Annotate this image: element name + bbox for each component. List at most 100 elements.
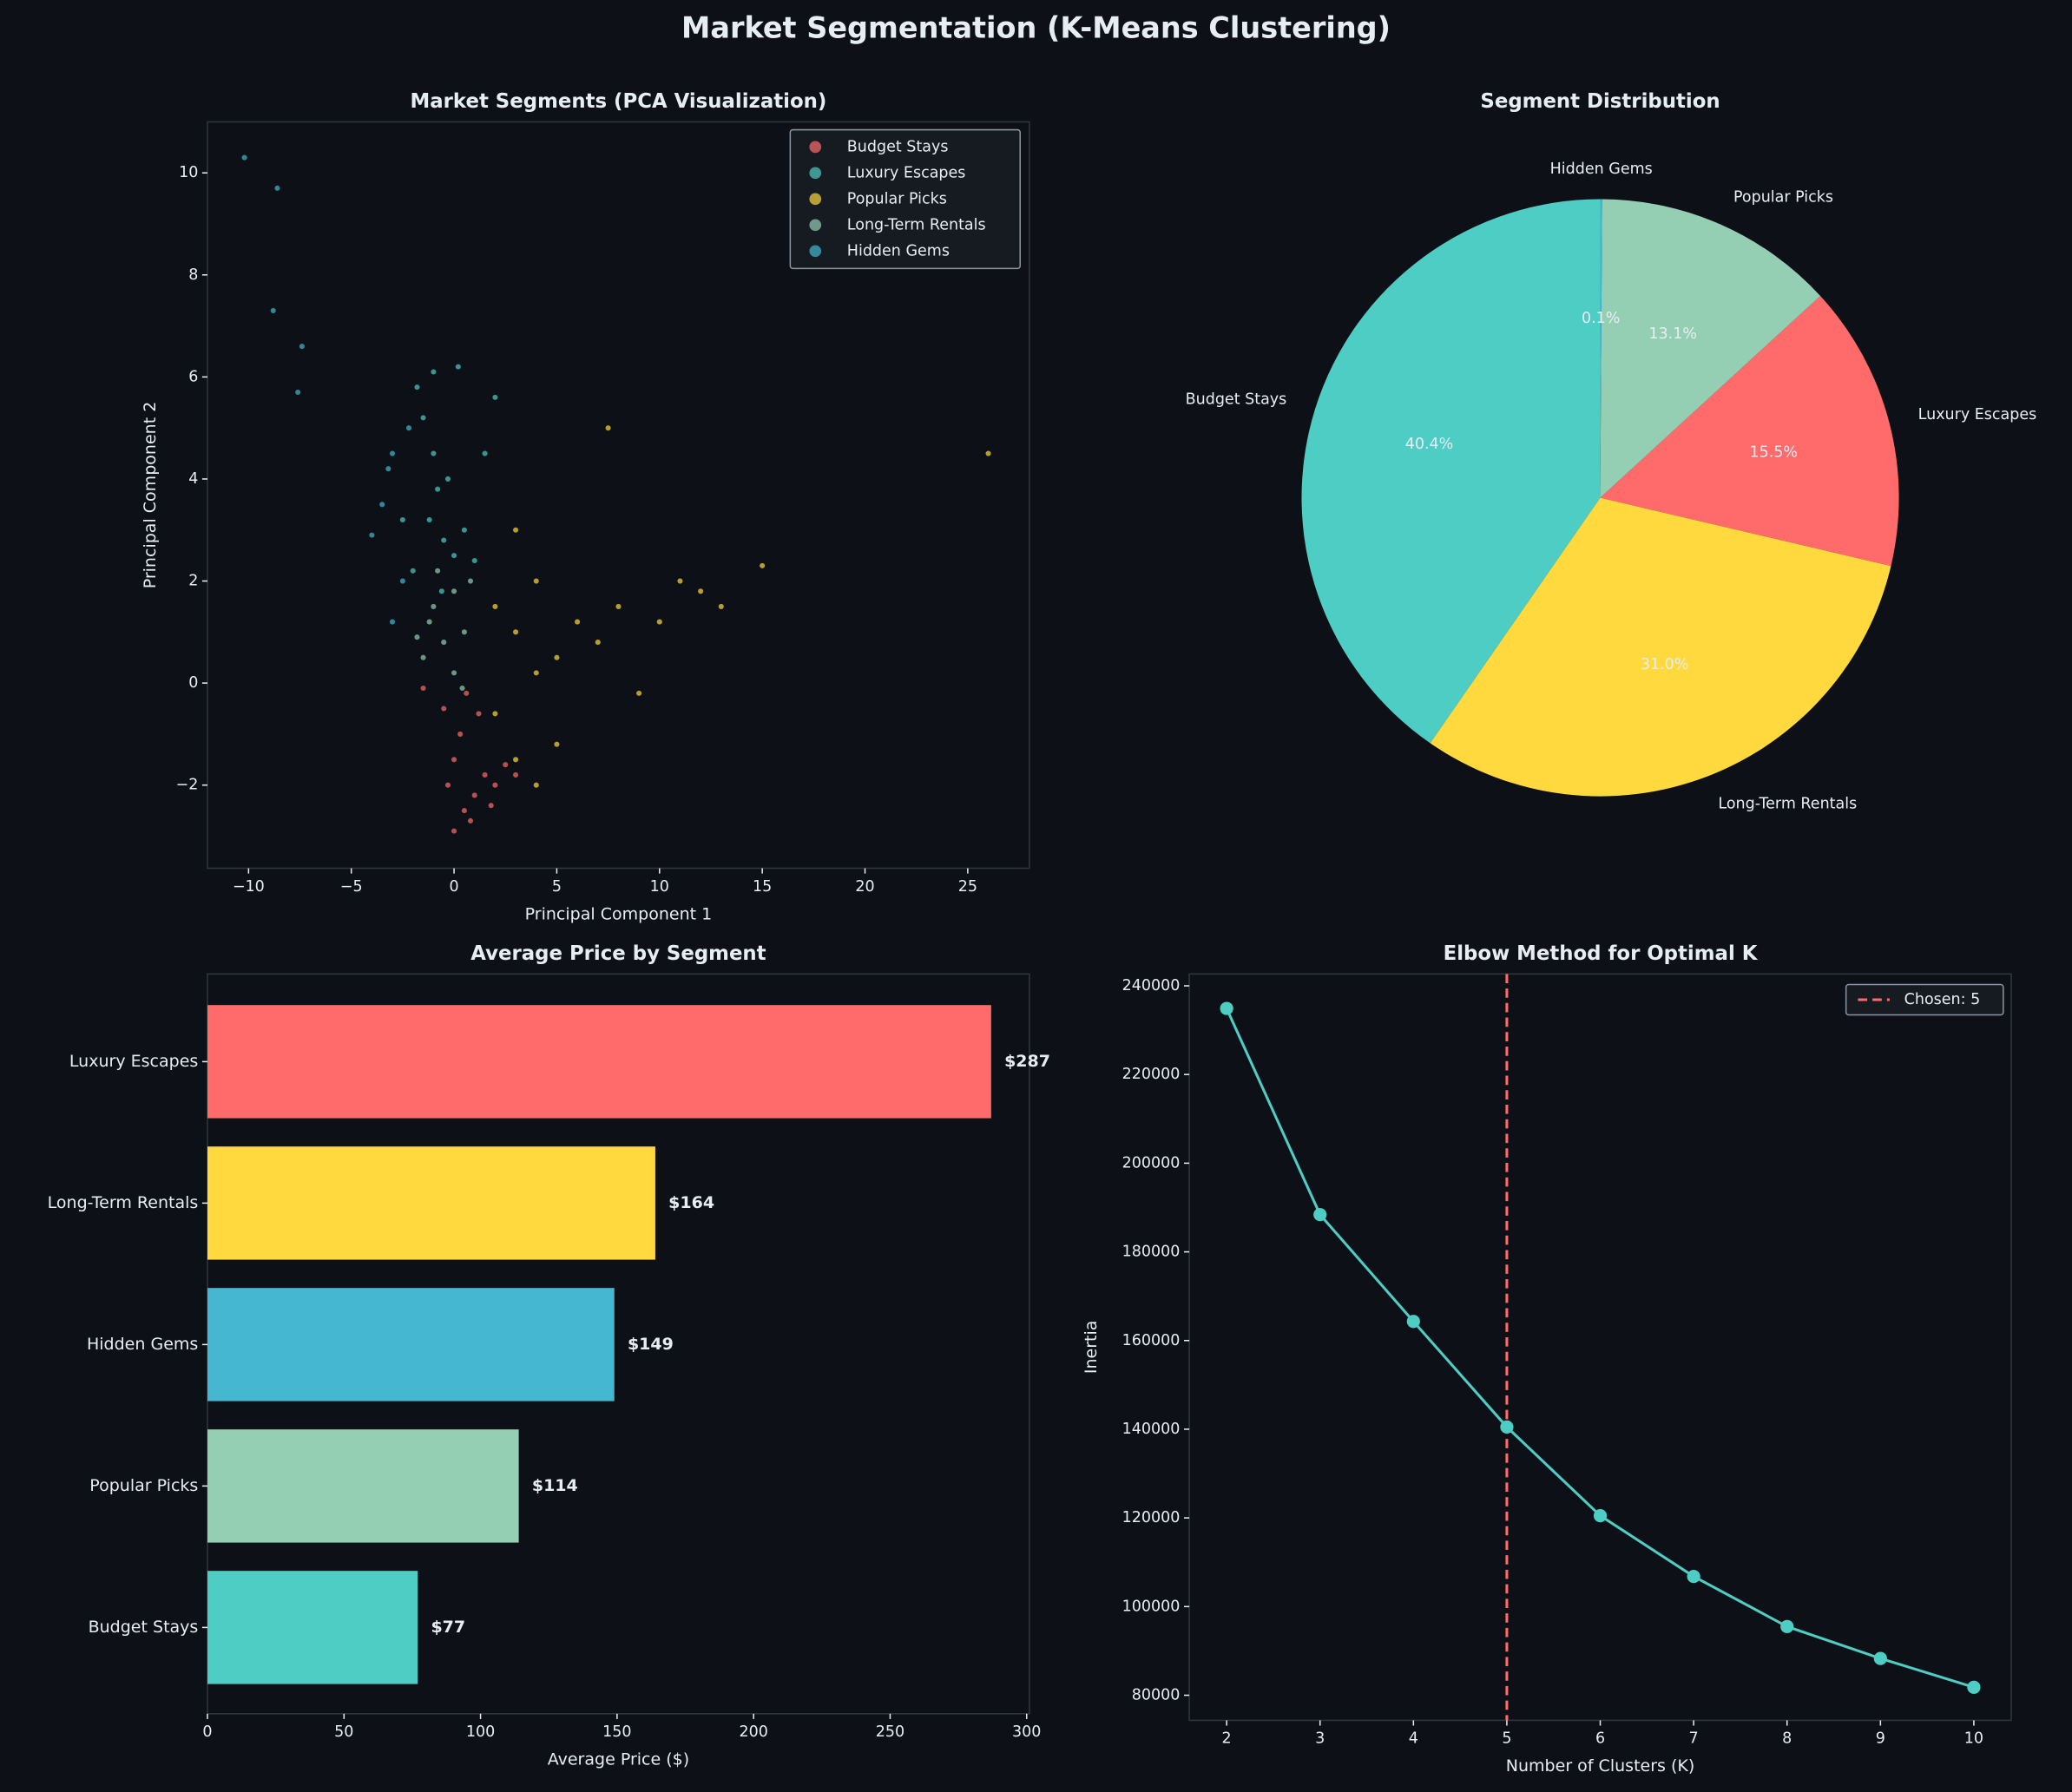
bar: [207, 1571, 418, 1684]
bar-value-label: $287: [1004, 1052, 1050, 1071]
point: [435, 568, 441, 574]
point: [410, 568, 416, 574]
bar-value-label: $77: [431, 1618, 465, 1637]
point: [461, 808, 467, 814]
y-axis-label: Inertia: [1082, 1321, 1101, 1375]
x-tick-label: −5: [340, 878, 363, 896]
point: [390, 619, 396, 625]
point: [420, 685, 426, 692]
point: [457, 731, 464, 737]
point: [533, 782, 539, 788]
point: [295, 389, 301, 396]
x-tick-label: 6: [1595, 1730, 1605, 1748]
x-axis-label: Average Price ($): [548, 1750, 689, 1769]
y-tick-label: 160000: [1122, 1332, 1181, 1349]
x-tick-label: 15: [753, 878, 772, 896]
line-point: [1873, 1651, 1887, 1665]
pie-value-label: 40.4%: [1405, 436, 1454, 453]
point: [431, 450, 437, 456]
y-tick-label: 120000: [1122, 1509, 1181, 1526]
point: [533, 578, 539, 584]
x-tick-label: 5: [1502, 1730, 1511, 1748]
point: [513, 527, 519, 533]
point: [274, 185, 280, 191]
point: [399, 516, 405, 523]
legend-label: Luxury Escapes: [847, 164, 966, 181]
y-tick-label: 8: [188, 266, 198, 284]
point: [431, 369, 437, 375]
point: [405, 425, 412, 431]
x-tick-label: 150: [602, 1723, 631, 1741]
point: [985, 450, 991, 456]
point: [431, 603, 437, 609]
y-tick-label: 0: [188, 674, 198, 692]
point: [492, 394, 498, 400]
legend-marker: [809, 167, 822, 180]
legend-label: Popular Picks: [847, 190, 947, 207]
point: [605, 425, 611, 431]
point: [420, 654, 426, 660]
line-point: [1780, 1619, 1794, 1633]
bar-value-label: $164: [668, 1193, 714, 1212]
pie-label: Hidden Gems: [1550, 161, 1653, 178]
point: [379, 502, 385, 508]
point: [677, 578, 683, 584]
point: [441, 537, 447, 543]
point: [451, 553, 457, 559]
y-tick-label: 10: [179, 164, 198, 181]
point: [488, 803, 494, 809]
x-axis-label: Principal Component 1: [525, 904, 713, 923]
point: [482, 450, 488, 456]
bar: [207, 1288, 615, 1401]
y-tick-label: Luxury Escapes: [69, 1052, 198, 1071]
point: [451, 828, 457, 834]
y-tick-label: 220000: [1122, 1066, 1181, 1083]
x-tick-label: 0: [202, 1723, 212, 1741]
point: [414, 634, 420, 640]
point: [461, 629, 467, 635]
axes-frame: [207, 121, 1030, 870]
point: [441, 706, 447, 712]
legend-marker: [809, 193, 822, 206]
x-tick-label: 8: [1782, 1730, 1792, 1748]
pie-value-label: 13.1%: [1648, 325, 1697, 343]
point: [615, 603, 622, 609]
x-tick-label: 7: [1689, 1730, 1699, 1748]
pie-slice: [1301, 199, 1601, 744]
point: [464, 690, 470, 696]
point: [461, 527, 467, 533]
pie-slice: [1430, 497, 1891, 797]
point: [718, 603, 724, 609]
y-tick-label: −2: [176, 777, 199, 794]
point: [492, 782, 498, 788]
point: [369, 532, 375, 538]
point: [503, 762, 509, 768]
point: [492, 603, 498, 609]
point: [441, 640, 447, 646]
point: [426, 619, 432, 625]
point: [476, 711, 482, 717]
bar: [207, 1429, 519, 1543]
x-tick-label: 20: [855, 878, 874, 896]
point: [451, 670, 457, 676]
y-tick-label: Long-Term Rentals: [48, 1193, 199, 1212]
point: [426, 516, 432, 523]
legend-label: Long-Term Rentals: [847, 216, 986, 233]
figure-title: Market Segmentation (K-Means Clustering): [681, 10, 1391, 44]
bar: [207, 1005, 991, 1119]
y-tick-label: 100000: [1122, 1598, 1181, 1615]
pie-label: Luxury Escapes: [1918, 406, 2037, 423]
line-point: [1220, 1001, 1233, 1015]
legend-marker: [809, 245, 822, 258]
point: [554, 654, 560, 660]
pie-label: Budget Stays: [1186, 391, 1287, 409]
bar: [207, 1146, 655, 1260]
subplot-title: Market Segments (PCA Visualization): [411, 90, 827, 113]
line-point: [1687, 1569, 1700, 1584]
y-axis-label: Principal Component 2: [141, 402, 160, 589]
point: [390, 450, 396, 456]
y-tick-label: 80000: [1132, 1687, 1181, 1704]
x-tick-label: −10: [233, 878, 265, 896]
point: [444, 476, 451, 482]
x-tick-label: 100: [466, 1723, 495, 1741]
